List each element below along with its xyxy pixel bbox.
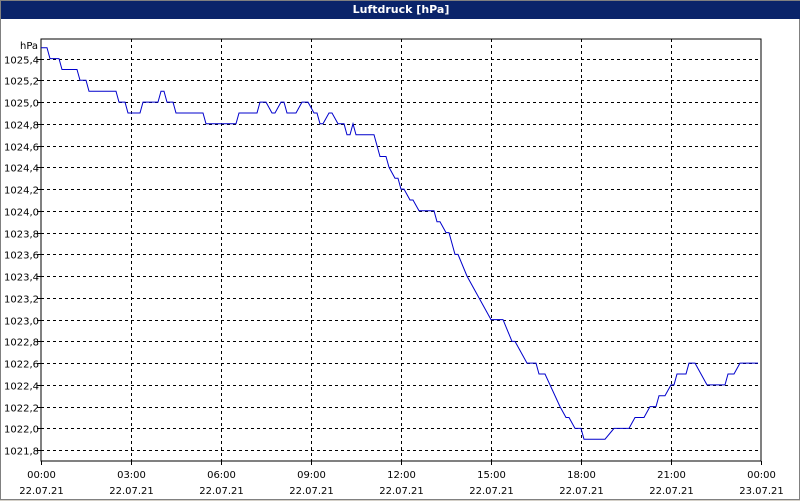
x-tick-time-label: 03:00 — [117, 470, 146, 481]
y-tick-label: 1023,4 — [4, 273, 39, 284]
x-tick-time-label: 00:00 — [747, 470, 776, 481]
x-tick-date-label: 22.07.21 — [469, 486, 514, 497]
y-tick-label: 1023,0 — [4, 317, 39, 328]
grid-lines — [41, 39, 761, 461]
x-tick-time-label: 18:00 — [567, 470, 596, 481]
y-tick-label: 1025,0 — [4, 99, 39, 110]
x-tick-date-label: 22.07.21 — [559, 486, 604, 497]
y-tick-label: 1022,8 — [4, 338, 39, 349]
x-tick-time-label: 06:00 — [207, 470, 236, 481]
chart-title: Luftdruck [hPa] — [1, 1, 800, 19]
y-tick-label: 1024,0 — [4, 208, 39, 219]
y-tick-label: 1022,6 — [4, 360, 39, 371]
x-tick-time-label: 09:00 — [297, 470, 326, 481]
y-tick-label: 1025,2 — [4, 77, 39, 88]
x-tick-time-label: 12:00 — [387, 470, 416, 481]
x-tick-date-label: 22.07.21 — [379, 486, 424, 497]
x-tick-date-label: 22.07.21 — [199, 486, 244, 497]
x-tick-date-label: 22.07.21 — [649, 486, 694, 497]
y-tick-label: 1024,6 — [4, 143, 39, 154]
y-tick-label: 1024,2 — [4, 186, 39, 197]
y-tick-label: 1021,8 — [4, 447, 39, 458]
y-axis: 1021,8 1022,0 1022,2 1022,4 1022,6 1022,8 1023… — [4, 56, 41, 458]
y-tick-label: 1023,8 — [4, 230, 39, 241]
x-axis: 00:00 22.07.21 03:00 22.07.21 06:00 22.07.21 0… — [19, 461, 784, 497]
x-tick-date-label: 23.07.21 — [739, 486, 784, 497]
x-tick-time-label: 00:00 — [27, 470, 56, 481]
x-tick-time-label: 15:00 — [477, 470, 506, 481]
y-tick-label: 1024,4 — [4, 164, 39, 175]
x-tick-date-label: 22.07.21 — [109, 486, 154, 497]
y-tick-label: 1022,2 — [4, 404, 39, 415]
y-tick-label: 1025,4 — [4, 56, 39, 67]
series-line-luftdruck — [41, 47, 758, 440]
y-tick-label: 1023,6 — [4, 251, 39, 262]
y-tick-label: 1023,2 — [4, 295, 39, 306]
x-tick-date-label: 22.07.21 — [19, 486, 64, 497]
y-tick-label: 1022,0 — [4, 425, 39, 436]
y-axis-label: hPa — [20, 41, 38, 52]
x-tick-date-label: 22.07.21 — [289, 486, 334, 497]
y-tick-label: 1024,8 — [4, 121, 39, 132]
y-tick-label: 1022,4 — [4, 382, 39, 393]
x-tick-time-label: 21:00 — [657, 470, 686, 481]
